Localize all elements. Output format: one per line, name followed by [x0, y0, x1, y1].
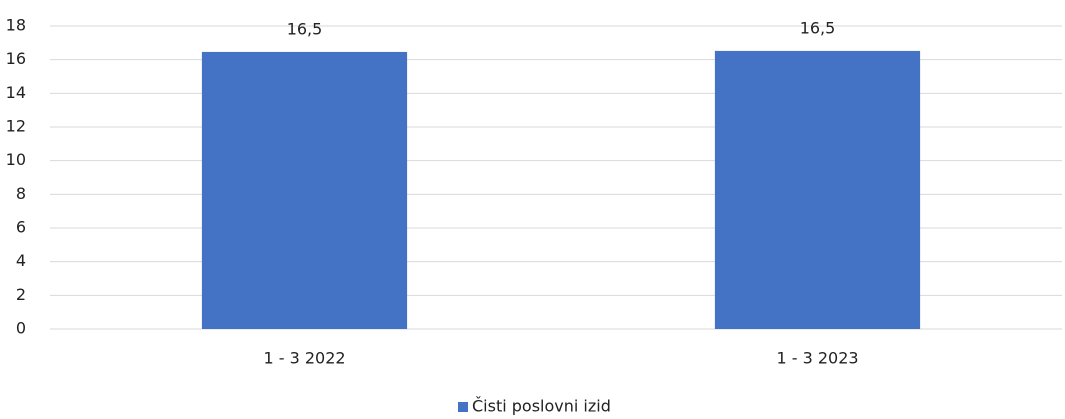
x-tick-label: 1 - 3 2023: [776, 349, 858, 368]
data-label: 16,5: [800, 18, 836, 37]
data-label: 16,5: [287, 19, 323, 38]
y-tick-label: 6: [16, 218, 26, 237]
legend-swatch: [458, 402, 468, 412]
y-tick-label: 0: [16, 319, 26, 338]
y-tick-label: 8: [16, 184, 26, 203]
legend-label: Čisti poslovni izid: [472, 397, 611, 416]
y-tick-label: 2: [16, 285, 26, 304]
y-tick-label: 18: [6, 16, 26, 35]
bar: [201, 51, 408, 329]
bar: [714, 50, 921, 330]
y-tick-label: 4: [16, 251, 26, 270]
y-tick-label: 14: [6, 83, 26, 102]
y-tick-label: 10: [6, 150, 26, 169]
y-tick-label: 12: [6, 117, 26, 136]
y-tick-label: 16: [6, 49, 26, 68]
x-tick-label: 1 - 3 2022: [263, 349, 345, 368]
